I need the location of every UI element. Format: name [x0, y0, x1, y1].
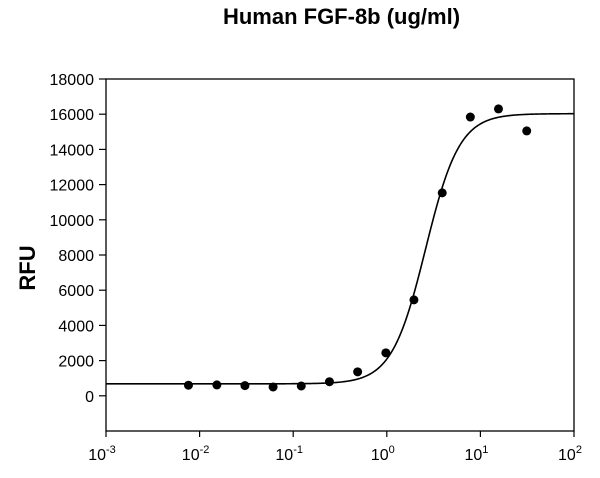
- y-tick-label: 18000: [50, 72, 95, 89]
- y-tick-label: 6000: [58, 283, 94, 300]
- axes: 0 2000 4000 6000 8000 10000 12000 14000 16000 180…: [50, 72, 582, 464]
- x-tick-label: 102: [558, 444, 582, 464]
- y-tick-label: 2000: [58, 354, 94, 371]
- data-point: [465, 112, 475, 122]
- y-tick-label: 0: [85, 389, 94, 406]
- data-point: [183, 380, 193, 390]
- fit-curve: [106, 112, 575, 385]
- data-point: [268, 382, 278, 392]
- data-point: [212, 380, 222, 390]
- x-tick-label: 101: [464, 444, 488, 464]
- y-tick-label: 16000: [50, 107, 95, 124]
- data-point: [409, 295, 419, 305]
- chart-title: Human FGF-8b (ug/ml): [222, 4, 461, 29]
- y-tick-label: 10000: [50, 213, 95, 230]
- data-point: [437, 188, 447, 198]
- data-point: [240, 381, 250, 391]
- data-point: [353, 367, 363, 377]
- y-tick-label: 12000: [50, 178, 95, 195]
- x-tick-label: 10-3: [88, 444, 116, 464]
- data-point: [493, 104, 503, 114]
- y-tick-label: 8000: [58, 248, 94, 265]
- x-tick-label: 10-1: [275, 444, 303, 464]
- data-point: [381, 348, 391, 358]
- data-points: [183, 104, 532, 392]
- data-point: [296, 381, 306, 391]
- plot-frame: [105, 78, 575, 432]
- data-point: [324, 377, 334, 387]
- data-point: [522, 126, 532, 136]
- y-tick-label: 14000: [50, 142, 95, 159]
- fit-line: [106, 112, 575, 385]
- y-tick-label: 4000: [58, 318, 94, 335]
- x-tick-label: 100: [371, 444, 395, 464]
- x-tick-label: 10-2: [182, 444, 210, 464]
